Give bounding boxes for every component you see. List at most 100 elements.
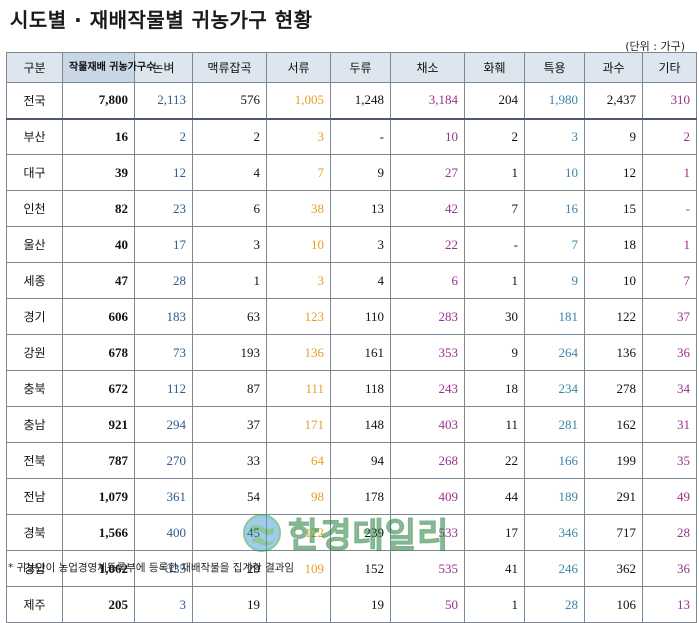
value-cell: 30 <box>464 298 525 335</box>
value-cell: 12 <box>584 154 643 191</box>
value-cell: 4 <box>192 154 267 191</box>
value-cell: 183 <box>134 298 193 335</box>
value-cell: 166 <box>524 442 585 479</box>
value-cell: 2,437 <box>584 82 643 120</box>
region-cell: 충남 <box>6 406 63 443</box>
value-cell: 181 <box>524 298 585 335</box>
value-cell: 148 <box>330 406 391 443</box>
region-cell: 대구 <box>6 154 63 191</box>
value-cell: 162 <box>584 406 643 443</box>
value-cell: 18 <box>464 370 525 407</box>
value-cell: 189 <box>524 478 585 515</box>
value-cell: 294 <box>134 406 193 443</box>
value-cell: 717 <box>584 514 643 551</box>
column-header: 특용 <box>524 52 585 83</box>
value-cell: 94 <box>330 442 391 479</box>
value-cell: 1,248 <box>330 82 391 120</box>
table-header-row: 구분 작물재배 귀농가구수 논벼 맥류잡곡 서류 두류 채소 화훼 특용 과수 기타 <box>6 52 697 83</box>
value-cell: 270 <box>134 442 193 479</box>
column-header: 작물재배 귀농가구수 <box>62 52 155 83</box>
value-cell: 47 <box>62 262 135 299</box>
value-cell: 12 <box>134 154 193 191</box>
value-cell: 178 <box>330 478 391 515</box>
table-row: 전남 1,079 361 54 98 178 409 44 189 291 49 <box>6 478 697 515</box>
value-cell: 73 <box>134 334 193 371</box>
value-cell: 1 <box>192 262 267 299</box>
value-cell: - <box>330 118 391 155</box>
table-row: 세종 47 28 1 3 4 6 1 9 10 7 <box>6 262 697 299</box>
value-cell: 23 <box>134 190 193 227</box>
value-cell: 1,980 <box>524 82 585 120</box>
value-cell: 16 <box>524 190 585 227</box>
value-cell: 10 <box>266 226 331 263</box>
region-cell: 세종 <box>6 262 63 299</box>
value-cell: 10 <box>584 262 643 299</box>
value-cell: 264 <box>524 334 585 371</box>
value-cell: 921 <box>62 406 135 443</box>
value-cell: 161 <box>330 334 391 371</box>
value-cell: 1 <box>464 262 525 299</box>
table-row: 경기 606 183 63 123 110 283 30 181 122 37 <box>6 298 697 335</box>
value-cell: 15 <box>584 190 643 227</box>
value-cell: 16 <box>62 118 135 155</box>
value-cell: 7 <box>524 226 585 263</box>
value-cell: 2,113 <box>134 82 193 120</box>
value-cell: 7 <box>464 190 525 227</box>
value-cell: 136 <box>266 334 331 371</box>
value-cell: 3 <box>134 586 193 623</box>
value-cell: 3,184 <box>390 82 465 120</box>
region-cell: 부산 <box>6 118 63 155</box>
table-row: 충북 672 112 87 111 118 243 18 234 278 34 <box>6 370 697 407</box>
value-cell: 268 <box>390 442 465 479</box>
value-cell: 9 <box>584 118 643 155</box>
value-cell: - <box>464 226 525 263</box>
value-cell: 18 <box>584 226 643 263</box>
value-cell: 19 <box>192 586 267 623</box>
value-cell: 3 <box>266 118 331 155</box>
table-row: 전국 7,800 2,113 576 1,005 1,248 3,184 204 1,980 2,… <box>6 82 697 120</box>
value-cell: 34 <box>642 370 697 407</box>
value-cell: 1,566 <box>62 514 135 551</box>
value-cell: 535 <box>390 550 465 587</box>
value-cell: 50 <box>390 586 465 623</box>
column-header: 과수 <box>584 52 643 83</box>
value-cell: 9 <box>330 154 391 191</box>
value-cell: 3 <box>330 226 391 263</box>
value-cell: 205 <box>62 586 135 623</box>
value-cell: 346 <box>524 514 585 551</box>
table-row: 인천 82 23 6 38 13 42 7 16 15- <box>6 190 697 227</box>
value-cell: 122 <box>266 514 331 551</box>
value-cell: 787 <box>62 442 135 479</box>
value-cell: 54 <box>192 478 267 515</box>
value-cell: 193 <box>192 334 267 371</box>
value-cell: 13 <box>330 190 391 227</box>
table-row: 강원 678 73 193 136 161 353 9 264 136 36 <box>6 334 697 371</box>
value-cell: 3 <box>524 118 585 155</box>
table-row: 대구 39 12 4 7 9 27 1 10 12 1 <box>6 154 697 191</box>
returning-farm-households-table: 구분 작물재배 귀농가구수 논벼 맥류잡곡 서류 두류 채소 화훼 특용 과수 기타 전국 7,800… <box>6 52 697 623</box>
column-header: 맥류잡곡 <box>192 52 267 83</box>
value-cell: 403 <box>390 406 465 443</box>
value-cell: 110 <box>330 298 391 335</box>
value-cell: 87 <box>192 370 267 407</box>
value-cell: 28 <box>642 514 697 551</box>
value-cell: 9 <box>464 334 525 371</box>
value-cell: 246 <box>524 550 585 587</box>
value-cell: 9 <box>524 262 585 299</box>
value-cell: 1 <box>464 586 525 623</box>
value-cell: 2 <box>192 118 267 155</box>
value-cell: 22 <box>464 442 525 479</box>
value-cell: 1 <box>642 154 697 191</box>
value-cell: 118 <box>330 370 391 407</box>
value-cell: 239 <box>330 514 391 551</box>
value-cell: 17 <box>134 226 193 263</box>
value-cell: 1,005 <box>266 82 331 120</box>
value-cell: 1 <box>464 154 525 191</box>
value-cell: 171 <box>266 406 331 443</box>
table-row: 울산 40 17 3 10 3 22-7 18 1 <box>6 226 697 263</box>
value-cell: 28 <box>524 586 585 623</box>
value-cell: 678 <box>62 334 135 371</box>
value-cell: 291 <box>584 478 643 515</box>
value-cell: 44 <box>464 478 525 515</box>
table-row: 충남 921 294 37 171 148 403 11 281 162 31 <box>6 406 697 443</box>
